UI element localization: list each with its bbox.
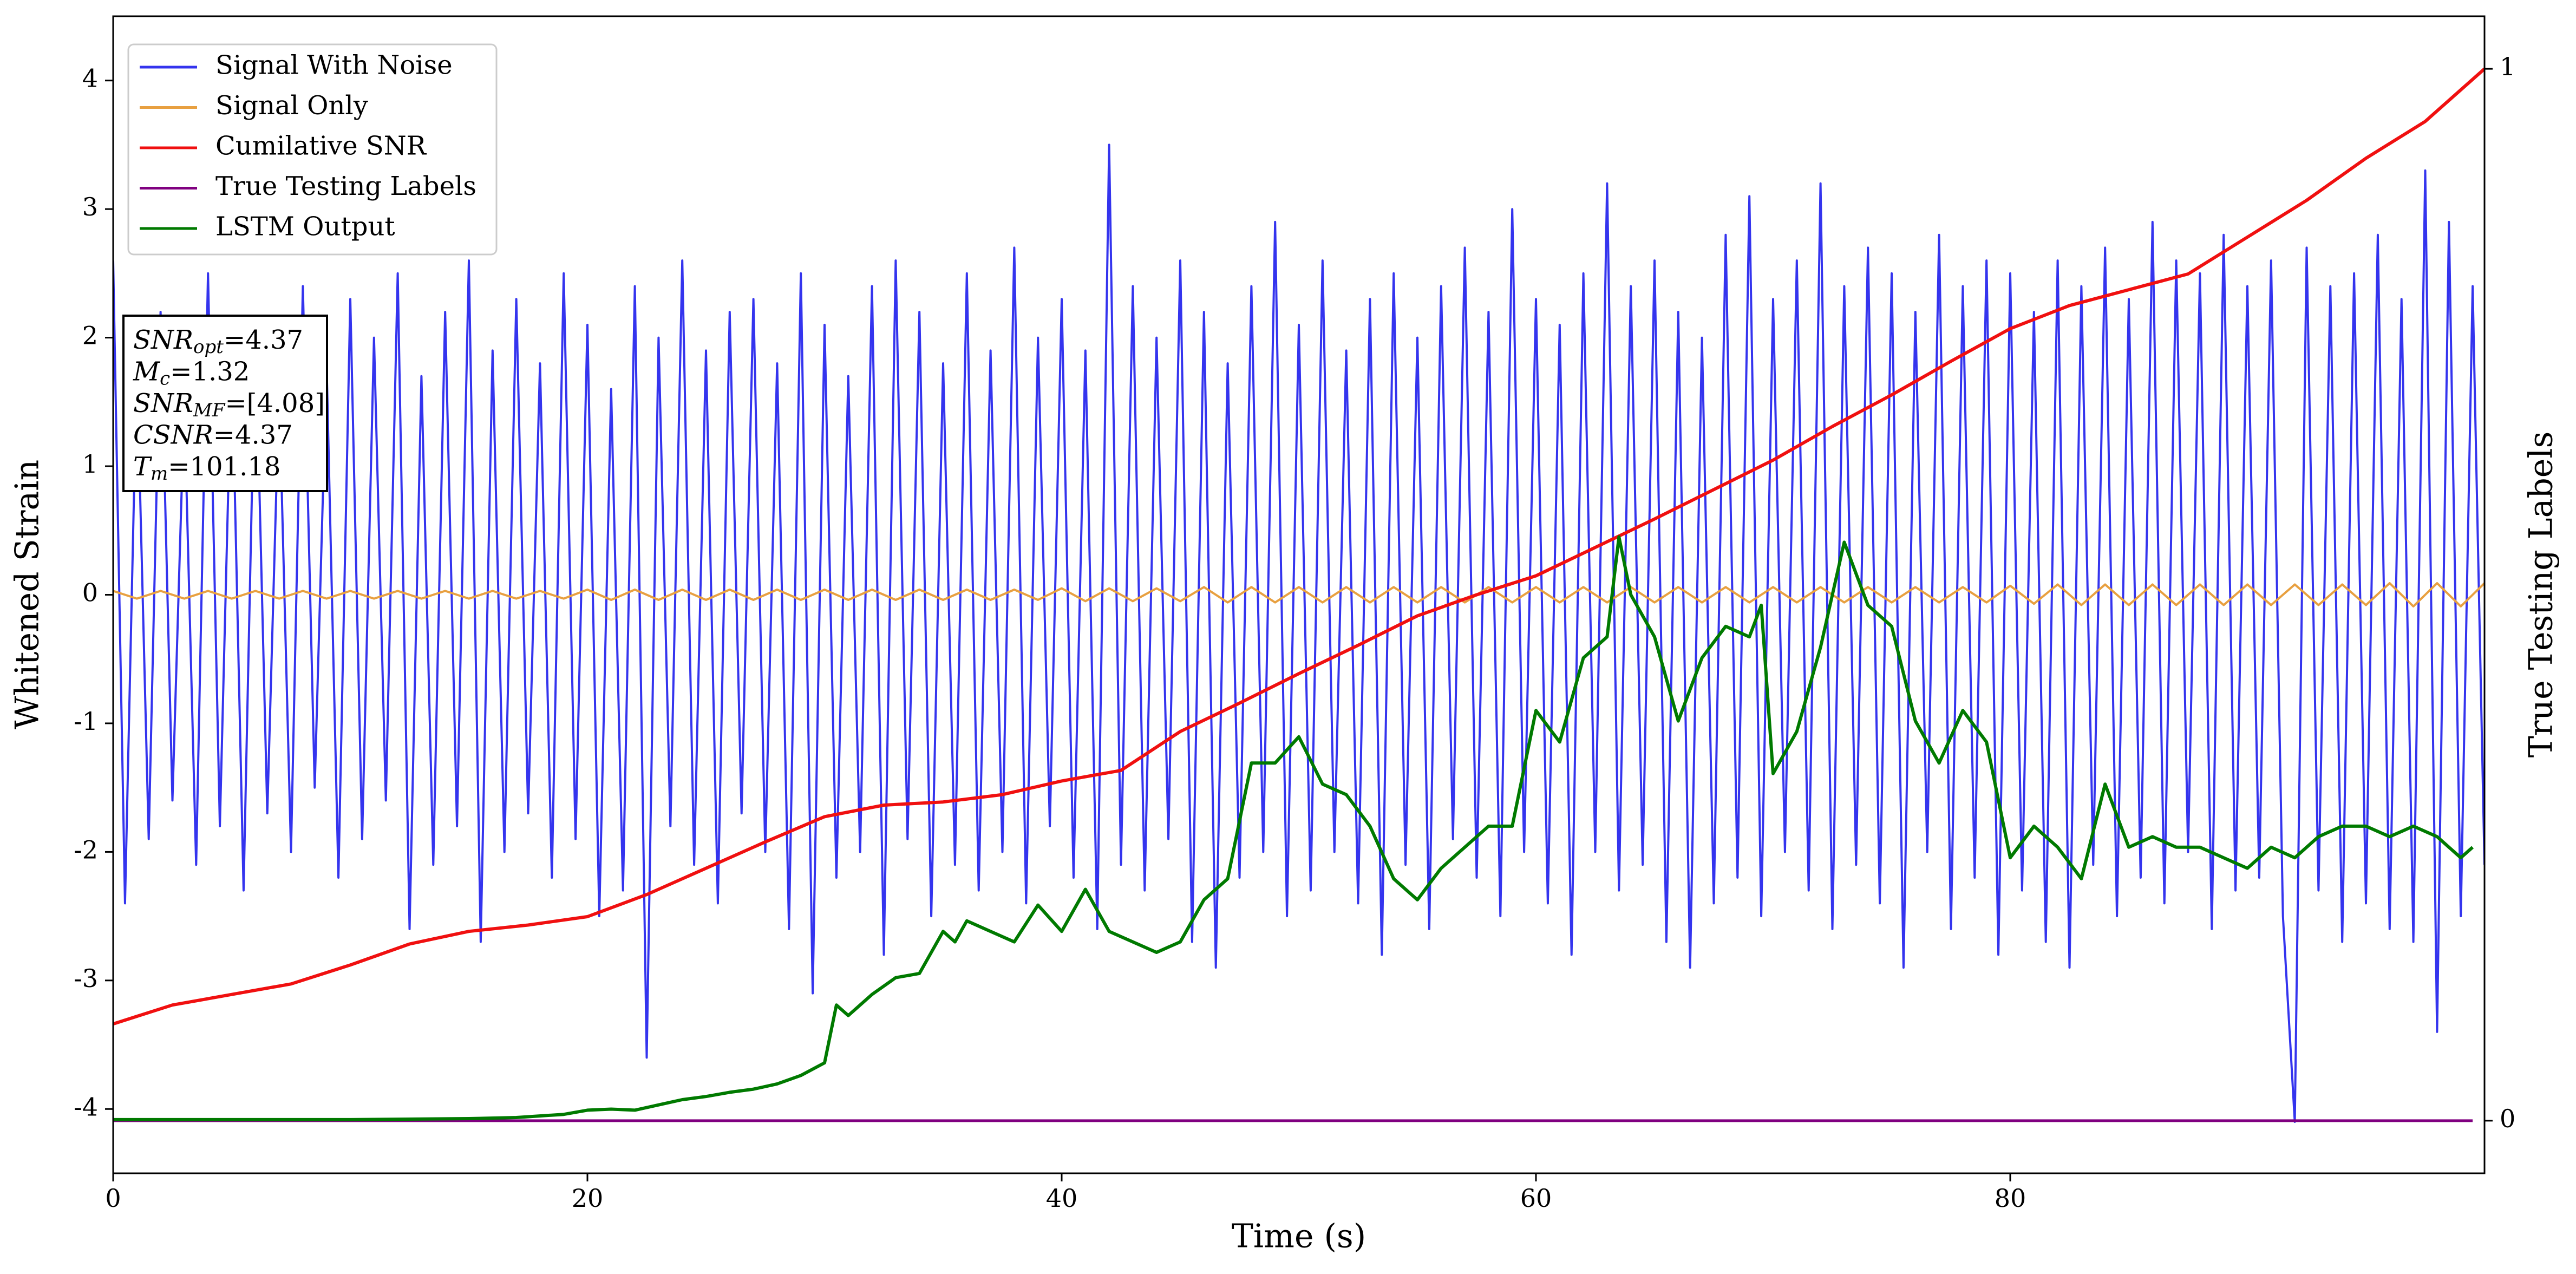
y-tick-label: 1 xyxy=(82,449,98,479)
y2-tick-label: 0 xyxy=(2500,1104,2515,1133)
legend-box xyxy=(127,43,498,256)
annotation-symbol: SNR xyxy=(133,325,193,355)
annotation-line: Mc=1.32 xyxy=(133,356,250,390)
annotation-symbol: CSNR xyxy=(133,420,213,450)
x-tick-label: 60 xyxy=(1520,1184,1552,1213)
x-tick-label: 0 xyxy=(105,1184,121,1213)
y-tick-label: -2 xyxy=(74,835,98,864)
annotation-value: =[4.08] xyxy=(225,388,325,419)
y-tick-label: -4 xyxy=(74,1092,98,1121)
y-tick-label: 4 xyxy=(82,64,98,93)
annotation-line: SNRopt=4.37 xyxy=(133,325,303,358)
frame xyxy=(112,15,2486,1174)
plot-area xyxy=(113,67,2485,1123)
legend-label: Cumilative SNR xyxy=(215,131,427,161)
annotation-line: SNRMF=[4.08] xyxy=(133,388,325,422)
y-axis-label: Whitened Strain xyxy=(9,460,47,729)
y-tick-label: 0 xyxy=(82,578,98,607)
y2-axis-label: True Testing Labels xyxy=(2522,432,2560,758)
annotation-subscript: opt xyxy=(193,336,224,358)
legend-label: Signal With Noise xyxy=(215,50,453,81)
y-tick-label: 3 xyxy=(82,192,98,221)
series-line xyxy=(113,582,2485,607)
series-line xyxy=(113,143,2485,1123)
x-tick-label: 20 xyxy=(572,1184,604,1213)
annotation-symbol: T xyxy=(133,452,152,482)
annotation-subscript: MF xyxy=(193,400,226,421)
legend-label: Signal Only xyxy=(215,90,368,121)
x-tick-label: 80 xyxy=(1995,1184,2026,1213)
x-axis-label: Time (s) xyxy=(1232,1218,1366,1256)
annotation-subscript: c xyxy=(160,368,170,390)
annotation-value: =4.37 xyxy=(224,325,303,355)
annotation-box xyxy=(122,315,328,492)
annotation-value: =101.18 xyxy=(168,452,280,482)
x-tick-label: 40 xyxy=(1046,1184,1078,1213)
y-tick-label: -1 xyxy=(74,707,98,736)
annotation-subscript: m xyxy=(151,463,168,485)
annotation-line: CSNR=4.37 xyxy=(133,420,293,450)
y-tick-label: -3 xyxy=(74,964,98,993)
annotation-value: =1.32 xyxy=(170,356,250,387)
series-line xyxy=(113,535,2474,1121)
annotation-line: Tm=101.18 xyxy=(133,452,280,485)
legend-label: LSTM Output xyxy=(215,212,395,242)
annotation-symbol: M xyxy=(133,356,161,387)
y-tick-label: 2 xyxy=(82,321,98,350)
y2-tick-label: 1 xyxy=(2500,52,2515,81)
legend-label: True Testing Labels xyxy=(215,171,476,201)
series-line xyxy=(113,67,2485,1025)
annotation-symbol: SNR xyxy=(133,388,193,419)
annotation-value: =4.37 xyxy=(213,420,293,450)
